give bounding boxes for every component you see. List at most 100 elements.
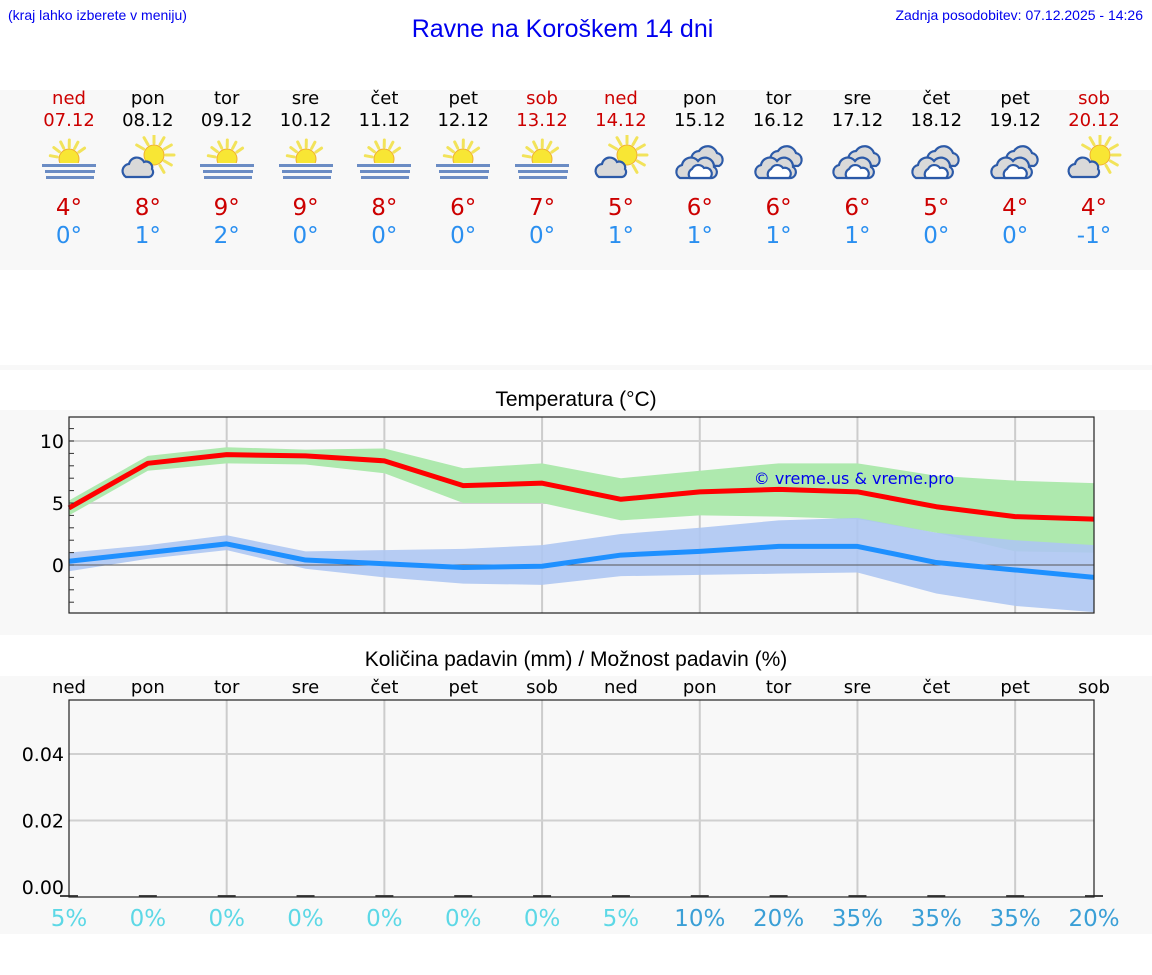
precip-day-label: čet [370,677,398,698]
precip-day-label: sob [1078,677,1110,698]
precip-bar [296,895,315,897]
min-temp: 1° [134,223,161,249]
precip-bar [611,895,630,897]
day-date: 12.12 [437,110,489,131]
precip-bar [927,895,946,897]
precip-day-label: pon [683,677,717,698]
day-name: sre [843,88,872,109]
precip-bar [454,895,473,897]
y-tick-label: 0.02 [22,811,64,833]
day-date: 13.12 [516,110,568,131]
y-tick-label: 0.04 [22,744,64,766]
min-temp: 1° [844,223,871,249]
precip-day-label: sre [844,677,871,698]
min-temp: 1° [765,223,792,249]
max-temp-line [67,452,1095,522]
day-column: pet 19.12 4° 0° [976,88,1055,250]
day-column: tor 16.12 6° 1° [739,88,818,250]
day-date: 15.12 [674,110,726,131]
max-temp: 8° [134,195,161,221]
precip-day-label: čet [922,677,950,698]
precip-bar [217,895,236,897]
day-date: 09.12 [200,110,253,131]
day-column: sre 10.12 9° 0° [266,88,345,250]
cloudy-icon [976,132,1055,188]
day-name: ned [52,88,86,109]
day-date: 19.12 [989,110,1041,131]
precip-day-label: tor [214,677,240,698]
precip-bar [138,895,157,897]
precip-bar [690,895,709,897]
max-temp: 5° [607,195,634,221]
day-date: 10.12 [279,110,332,131]
day-name: pon [682,88,717,109]
temperature-chart: 0 5 10 © vreme.us & vreme.pro [40,416,1095,614]
day-name: sob [1078,88,1110,109]
day-column: ned 07.12 4° 0° [30,88,109,250]
min-temp: -1° [1076,223,1112,249]
sun-fog-icon [30,132,109,188]
precip-day-label: tor [766,677,792,698]
partly-cloudy-icon [581,132,660,188]
day-date: 16.12 [752,110,805,131]
day-column: čet 11.12 8° 0° [345,88,424,250]
last-update: Zadnja posodobitev: 07.12.2025 - 14:26 [895,7,1143,23]
precip-chance-label: 0% [287,906,324,932]
day-name: sob [526,88,558,109]
day-name: pet [448,88,478,109]
precip-chance-label: 35% [990,906,1041,932]
precip-chance-label: 10% [674,906,725,932]
partly-cloudy-icon [108,132,187,188]
day-date: 18.12 [910,110,963,131]
max-temp: 9° [292,195,319,221]
day-column: tor 09.12 9° 2° [187,88,266,250]
min-temp: 0° [292,223,319,249]
sun-fog-icon [503,132,582,188]
day-name: pet [1000,88,1030,109]
y-tick-label: 5 [52,493,64,515]
day-column: sre 17.12 6° 1° [818,88,897,250]
day-date: 17.12 [831,110,884,131]
precip-day-label: sre [292,677,319,698]
cloudy-icon [660,132,739,188]
day-column: sob 20.12 4° -1° [1055,88,1134,250]
day-name: tor [765,88,792,109]
day-name: ned [603,88,638,109]
day-column: ned 14.12 5° 1° [581,88,660,250]
precip-chance-label: 20% [1068,906,1119,932]
day-name: čet [370,88,399,109]
min-temp: 0° [55,223,83,249]
precip-chance-label: 5% [51,906,88,932]
precip-day-label: pet [1000,677,1030,698]
sun-fog-icon [345,132,424,188]
sun-fog-icon [187,132,266,188]
day-date: 14.12 [595,110,647,131]
y-tick-label: 0 [52,555,64,577]
precip-chance-label: 0% [130,906,167,932]
precip-chart-band [0,676,1152,934]
precip-day-label: ned [52,677,86,698]
min-temp: 1° [607,223,634,249]
min-temp-line [68,541,1095,580]
precip-chart-title: Količina padavin (mm) / Možnost padavin … [364,648,788,671]
min-temp: 2° [213,223,240,249]
precip-chance-label: 20% [753,906,804,932]
precip-bar [533,895,552,897]
precipitation-chart: 0.00 0.02 0.04 ned pon tor sre čet pet sob ned pon t… [22,677,1120,932]
max-temp: 4° [1080,195,1108,221]
precip-day-label: pon [131,677,165,698]
min-temp: 0° [528,223,556,249]
precip-chance-label: 5% [603,906,640,932]
max-temp: 9° [213,195,240,221]
min-temp: 0° [923,223,950,249]
precip-bar [848,895,867,897]
max-temp: 7° [528,195,556,221]
separator-band [0,365,1152,370]
min-temp: 0° [1002,223,1029,249]
max-temp: 4° [55,195,83,221]
day-column: sob 13.12 7° 0° [503,88,582,250]
precip-day-label: sob [526,677,558,698]
day-column: pon 08.12 8° 1° [108,88,187,250]
y-tick-label: 0.00 [22,877,64,899]
precip-chance-label: 0% [445,906,482,932]
